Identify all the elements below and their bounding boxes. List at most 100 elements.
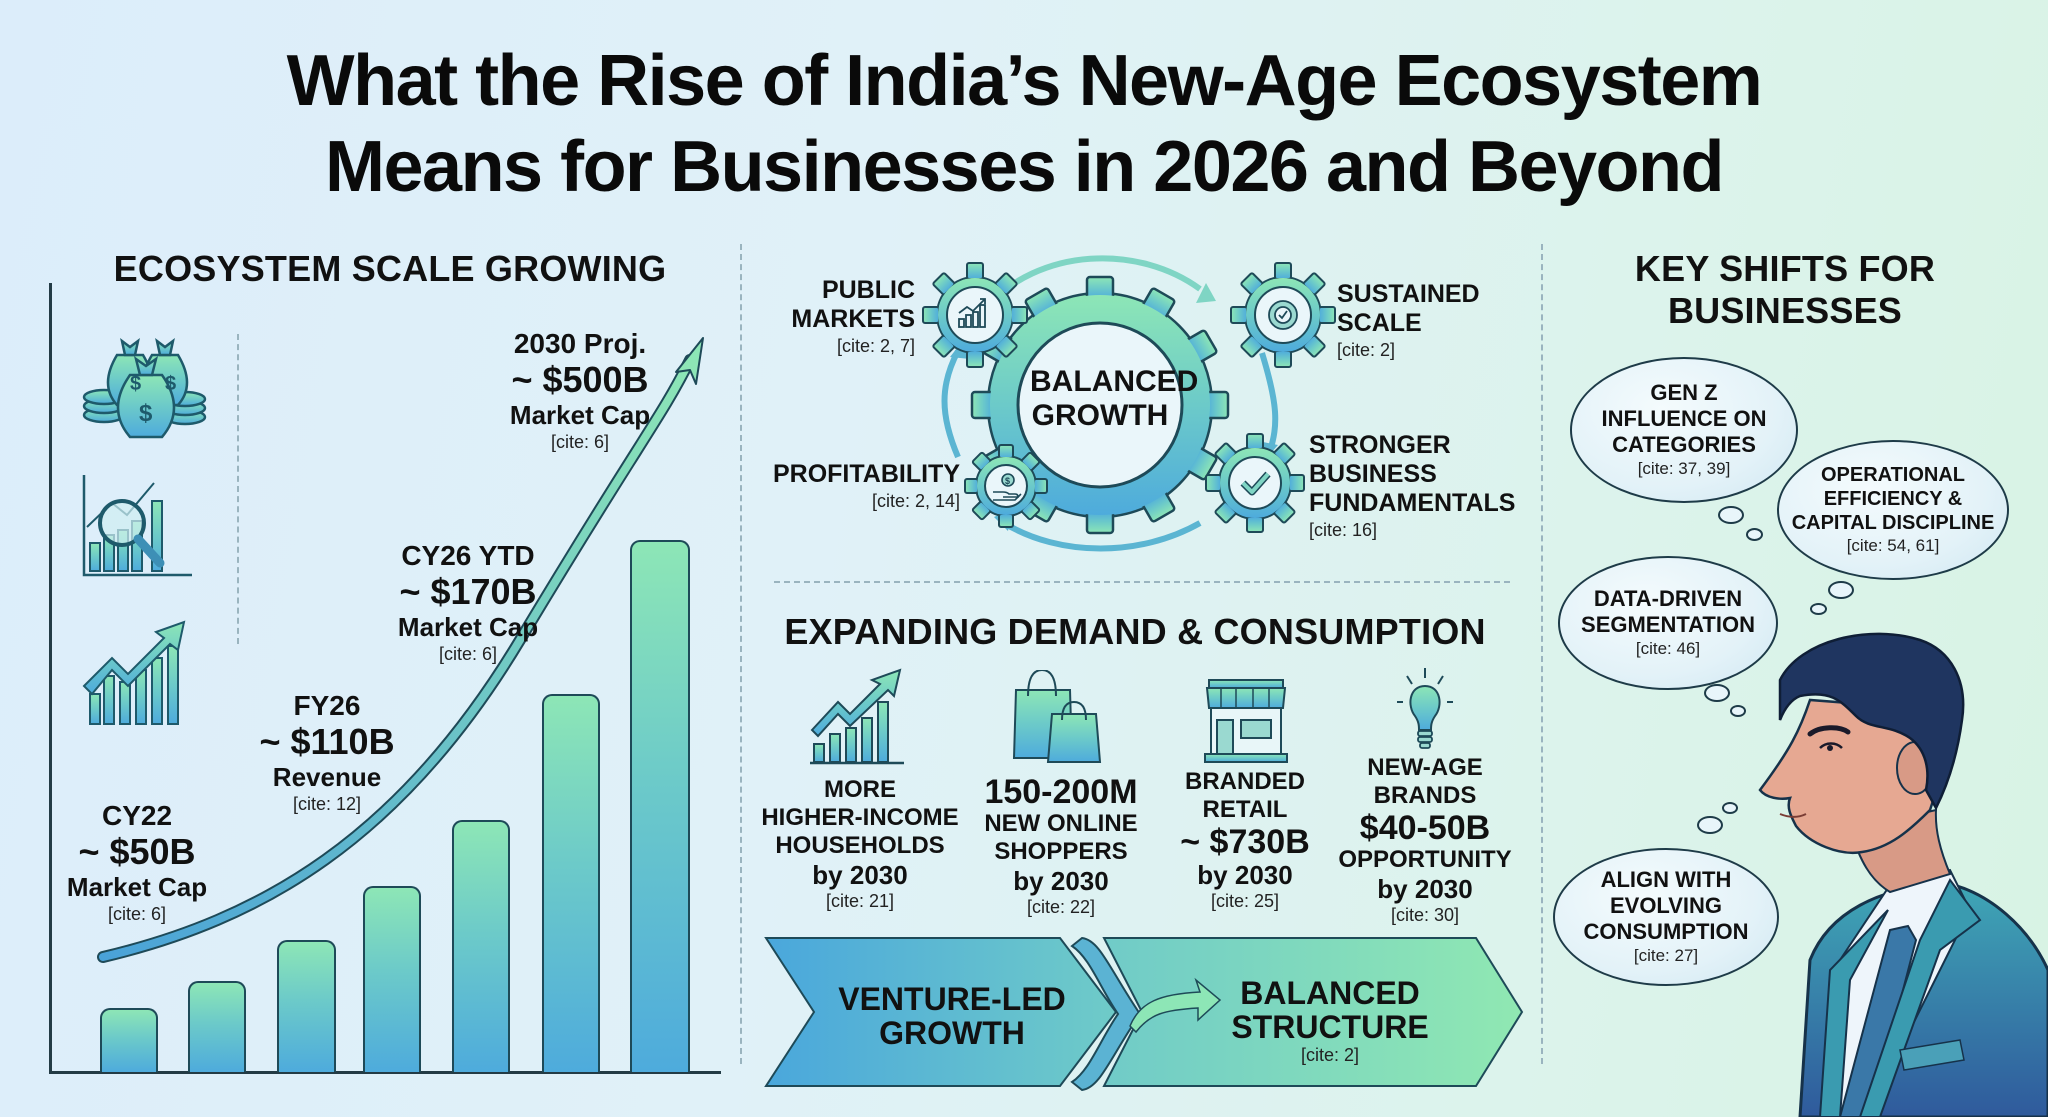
node-label-line: FUNDAMENTALS — [1309, 489, 1516, 517]
node-public-markets: PUBLIC MARKETS [cite: 2, 7] — [790, 276, 915, 358]
svg-text:$: $ — [165, 373, 176, 395]
thought-dot — [1730, 705, 1746, 717]
demand-item-households: MORE HIGHER-INCOME HOUSEHOLDS by 2030 [c… — [760, 776, 960, 912]
shopping-bags-icon — [1012, 670, 1102, 763]
bubble-text: ALIGN WITH — [1600, 867, 1732, 892]
svg-text:$: $ — [1005, 476, 1010, 486]
bubble-text: OPERATIONAL — [1820, 464, 1966, 486]
demand-text: BRANDED — [1185, 768, 1305, 795]
section-heading-key-shifts: KEY SHIFTS FOR BUSINESSES — [1580, 248, 1990, 332]
milestone-period: FY26 — [293, 690, 361, 721]
center-label-line-1: BALANCED — [1030, 365, 1199, 398]
gear-sustained-scale — [1230, 262, 1336, 368]
gear-profitability: $ — [964, 444, 1048, 528]
transition-chevrons — [764, 936, 1524, 1092]
node-label-line: SCALE — [1337, 309, 1422, 337]
milestone-metric: Revenue — [272, 762, 382, 792]
demand-cite: [cite: 25] — [1210, 891, 1280, 911]
node-cite: [cite: 2, 14] — [871, 491, 960, 511]
milestone-metric: Market Cap — [509, 400, 651, 430]
milestone-cite: [cite: 12] — [292, 794, 362, 814]
storefront-icon — [1204, 679, 1288, 763]
thought-bubble-operational-efficiency: OPERATIONAL EFFICIENCY & CAPITAL DISCIPL… — [1777, 440, 2009, 580]
node-cite: [cite: 16] — [1309, 520, 1378, 540]
milestone-value: ~ $50B — [78, 831, 196, 872]
demand-text: BRANDS — [1373, 782, 1477, 809]
bubble-cite: [cite: 46] — [1635, 639, 1701, 658]
thought-bubble-gen-z: GEN Z INFLUENCE ON CATEGORIES [cite: 37,… — [1570, 357, 1798, 503]
milestone-cite: [cite: 6] — [107, 904, 167, 924]
bubble-cite: [cite: 27] — [1633, 946, 1699, 965]
demand-item-online-shoppers: 150-200M NEW ONLINE SHOPPERS by 2030 [ci… — [966, 774, 1156, 918]
page-title: What the Rise of India’s New-Age Ecosyst… — [0, 38, 2048, 210]
transition-to-line-1: BALANCED — [1240, 975, 1420, 1011]
money-bags-icon: $ $ $ — [82, 337, 207, 439]
demand-text: SHOPPERS — [994, 838, 1128, 865]
chart-bar-3 — [277, 940, 336, 1072]
milestone-period: 2030 Proj. — [513, 328, 647, 359]
chart-bar-7 — [630, 540, 690, 1072]
bubble-cite: [cite: 54, 61] — [1846, 536, 1940, 555]
node-sustained-scale: SUSTAINED SCALE [cite: 2] — [1337, 280, 1507, 362]
milestone-fy26: FY26 ~ $110B Revenue [cite: 12] — [247, 690, 407, 816]
node-label-line: SUSTAINED — [1337, 280, 1480, 308]
transition-from-label: VENTURE-LED GROWTH — [832, 982, 1072, 1050]
milestone-value: ~ $170B — [399, 571, 537, 612]
transition-to-label: BALANCED STRUCTURE [cite: 2] — [1210, 976, 1450, 1066]
balanced-growth-gear-diagram — [941, 255, 1279, 552]
demand-value: ~ $730B — [1180, 823, 1310, 861]
milestone-value: ~ $110B — [259, 721, 395, 762]
lightbulb-icon — [1397, 668, 1453, 749]
growth-chart-icon — [810, 668, 904, 765]
node-stronger-fundamentals: STRONGER BUSINESS FUNDAMENTALS [cite: 16… — [1309, 431, 1529, 542]
bubble-text: CATEGORIES — [1612, 432, 1756, 457]
bubble-text: GEN Z — [1650, 380, 1718, 405]
thought-dot — [1828, 581, 1854, 599]
demand-cite: [cite: 21] — [825, 891, 895, 911]
growth-trend-arrow — [97, 337, 704, 963]
milestone-period: CY22 — [101, 800, 173, 831]
milestone-period: CY26 YTD — [401, 540, 535, 571]
node-profitability: PROFITABILITY [cite: 2, 14] — [760, 460, 960, 513]
transition-from-line-2: GROWTH — [879, 1015, 1025, 1051]
demand-text: OPPORTUNITY — [1338, 846, 1512, 873]
growth-arrow-bars-icon — [82, 620, 186, 725]
chart-magnifier-icon — [82, 475, 192, 577]
demand-text: HIGHER-INCOME — [761, 804, 959, 831]
svg-text:$: $ — [130, 373, 141, 395]
milestone-value: ~ $500B — [511, 359, 649, 400]
node-label-line: MARKETS — [791, 305, 915, 333]
transition-cite: [cite: 2] — [1300, 1045, 1360, 1065]
bubble-text: DATA-DRIVEN — [1593, 586, 1743, 611]
thought-dot — [1697, 816, 1723, 834]
demand-by: by 2030 — [1377, 874, 1473, 904]
bubble-text: EFFICIENCY & — [1823, 488, 1963, 510]
section-heading-demand: EXPANDING DEMAND & CONSUMPTION — [784, 611, 1486, 652]
node-cite: [cite: 2, 7] — [836, 336, 915, 356]
thought-dot — [1718, 506, 1744, 524]
chart-y-axis — [49, 283, 52, 1074]
thought-dot — [1746, 528, 1763, 541]
demand-text: NEW-AGE — [1367, 754, 1483, 781]
center-label-line-2: GROWTH — [1031, 399, 1169, 432]
thought-dot — [1722, 802, 1738, 814]
gear-public-markets — [922, 262, 1028, 368]
bubble-text: CONSUMPTION — [1583, 919, 1749, 944]
demand-text: NEW ONLINE — [984, 810, 1138, 837]
node-label-line: STRONGER — [1309, 431, 1451, 459]
node-label-line: PROFITABILITY — [772, 460, 960, 488]
milestone-cite: [cite: 6] — [550, 432, 610, 452]
middle-section-divider — [774, 581, 1510, 583]
chart-bar-6 — [542, 694, 600, 1072]
thought-bubble-align-consumption: ALIGN WITH EVOLVING CONSUMPTION [cite: 2… — [1553, 848, 1779, 986]
businessman-profile-illustration — [1758, 632, 2048, 1117]
section-heading-scale: ECOSYSTEM SCALE GROWING — [113, 248, 667, 289]
node-label-line: BUSINESS — [1309, 460, 1437, 488]
bubble-text: EVOLVING — [1609, 893, 1723, 918]
chart-x-axis — [49, 1071, 721, 1074]
chart-bar-2 — [188, 981, 246, 1072]
chart-bar-1 — [100, 1008, 158, 1072]
milestone-cy26-ytd: CY26 YTD ~ $170B Market Cap [cite: 6] — [378, 540, 558, 666]
bar-chart-up-icon — [958, 298, 986, 328]
node-label-line: PUBLIC — [821, 276, 915, 304]
